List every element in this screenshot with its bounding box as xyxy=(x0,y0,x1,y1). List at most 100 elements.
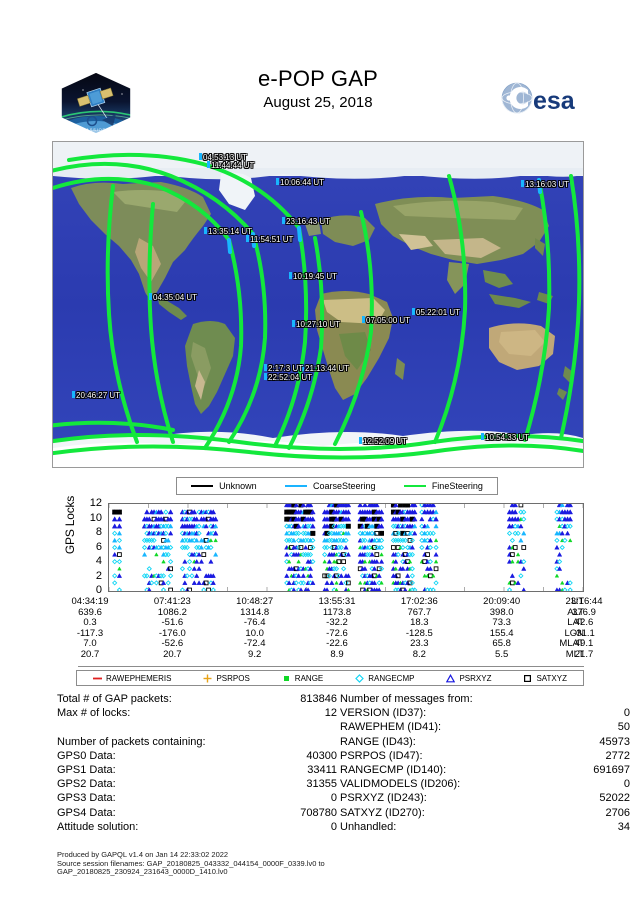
orbit-parameter-value: -176.0 xyxy=(158,627,186,639)
orbit-parameter-value: 07:41:23 xyxy=(153,596,191,607)
scatter-point-psrxyz xyxy=(411,509,418,515)
scatter-point-rangecmp xyxy=(116,559,123,565)
statistic-row: GPS4 Data: 708780 xyxy=(57,806,337,820)
scatter-point-rangecmp xyxy=(144,573,150,579)
scatter-point-psrxyz xyxy=(291,566,297,571)
orbit-parameter-value: 376.9 xyxy=(572,606,596,618)
orbit-parameter-value: 1086.2 xyxy=(157,606,187,618)
scatter-point-psrxyz xyxy=(343,544,349,550)
orbit-parameter-value: 20.7 xyxy=(163,648,182,660)
scatter-point-psrxyz xyxy=(208,558,214,564)
pass-marker-dot xyxy=(481,433,484,440)
scatter-point-psrxyz xyxy=(167,509,174,515)
scatter-point-psrxyz xyxy=(296,559,301,564)
scatter-point-range xyxy=(345,523,351,529)
message-legend-diamond-icon xyxy=(355,673,365,683)
scatter-point-psrxyz xyxy=(521,530,527,536)
orbit-parameter-value: 7.0 xyxy=(83,638,97,649)
scatter-point-psrxyz xyxy=(160,516,167,522)
scatter-point-rangecmp xyxy=(378,566,385,572)
message-legend-plus-icon xyxy=(203,674,212,683)
orbit-parameter-value: 21.7 xyxy=(574,648,594,660)
scatter-point-rangecmp xyxy=(427,544,434,551)
scatter-point-psrxyz xyxy=(154,552,159,557)
orbit-parameter-key: LAT xyxy=(567,617,584,628)
statistic-label: GPS1 Data: xyxy=(57,763,116,776)
scatter-point-psrxyz xyxy=(373,504,380,508)
scatter-point-psrxyz xyxy=(191,580,197,585)
scatter-point-psrxyz xyxy=(167,516,174,522)
scatter-point-psrxyz xyxy=(284,573,290,578)
orbit-parameter-value: 1314.8 xyxy=(240,606,270,618)
statistic-row: SATXYZ (ID270): 2706 xyxy=(340,806,630,820)
scatter-point-satxyz xyxy=(334,573,339,579)
statistic-label: VALIDMODELS (ID206): xyxy=(340,778,461,791)
scatter-point-psrxyz xyxy=(430,504,437,508)
scatter-point-psrxyz xyxy=(427,566,433,571)
scatter-point-rangecmp xyxy=(427,559,434,565)
page-title: e-POP GAP xyxy=(258,66,378,91)
scatter-point-psrxyz xyxy=(506,544,513,550)
scatter-point-rangecmp xyxy=(112,559,118,565)
statistic-row: VALIDMODELS (ID206): 0 xyxy=(340,777,630,791)
scatter-point-rangecmp xyxy=(409,537,415,544)
scatter-point-psrxyz xyxy=(379,552,384,557)
steering-legend-line-icon xyxy=(403,485,426,487)
statistic-row: RANGE (ID43): 45973 xyxy=(340,735,630,749)
scatter-point-range xyxy=(112,509,118,515)
scatter-point-psrxyz xyxy=(324,580,330,585)
orbit-parameter-value: 639.6 xyxy=(78,606,102,618)
scatter-point-rangecmp xyxy=(424,537,431,544)
scatter-point-psrxyz xyxy=(184,509,191,515)
scatter-point-psrxyz xyxy=(284,551,290,557)
orbit-parameter-value: -52.6 xyxy=(161,638,184,649)
scatter-point-psrxyz xyxy=(554,587,559,591)
scatter-point-rangecmp xyxy=(112,580,118,586)
scatter-point-psrxyz xyxy=(403,587,408,591)
scatter-point-psrxyz xyxy=(201,537,207,543)
gps-locks-tick-label: 2 xyxy=(95,569,102,582)
statistic-row: RAWEPHEM (ID41): 50 xyxy=(340,720,630,734)
scatter-point-psrxyz xyxy=(291,537,297,543)
message-legend-item: PSRXYZ xyxy=(446,673,491,683)
scatter-point-rangecmp xyxy=(189,573,195,579)
scatter-point-psrxyz xyxy=(191,566,197,571)
pass-marker-dot xyxy=(289,272,292,279)
scatter-point-rangecmp xyxy=(419,544,425,551)
message-legend-item: SATXYZ xyxy=(523,674,567,683)
scatter-point-psrxyz xyxy=(512,504,519,508)
scatter-point-rangecmp xyxy=(112,530,118,536)
scatter-point-rangecmp xyxy=(412,587,418,591)
scatter-point-rangecmp xyxy=(331,587,337,591)
scatter-point-satxyz xyxy=(372,545,377,550)
scatter-point-satxyz xyxy=(117,552,122,557)
statistic-label: SATXYZ (ID270): xyxy=(340,806,425,819)
scatter-point-rangecmp xyxy=(433,544,439,551)
scatter-point-psrxyz xyxy=(182,558,188,564)
statistic-label: VERSION (ID37): xyxy=(340,707,427,720)
statistic-spacer xyxy=(57,720,337,734)
message-legend-label: RAWEPHEMERIS xyxy=(105,673,172,683)
scatter-point-rangecmp xyxy=(196,530,202,536)
scatter-point-rangecmp xyxy=(184,544,190,551)
scatter-point-satxyz xyxy=(407,580,413,586)
scatter-point-psrxyz xyxy=(161,559,166,564)
scatter-point-rangecmp xyxy=(567,523,573,529)
scatter-point-psrxyz xyxy=(345,551,351,557)
pass-marker-dot xyxy=(204,227,207,234)
orbit-parameter-value: 0.3 xyxy=(83,617,97,628)
statistic-row: GPS3 Data: 0 xyxy=(57,791,337,805)
scatter-point-psrxyz xyxy=(378,509,385,515)
scatter-point-psrxyz xyxy=(362,559,368,564)
scatter-point-psrxyz xyxy=(307,504,314,508)
statistic-label: GPS0 Data: xyxy=(57,749,116,762)
scatter-point-psrxyz xyxy=(194,537,200,543)
scatter-point-psrxyz xyxy=(144,509,150,515)
scatter-point-psrxyz xyxy=(404,580,411,585)
orbit-parameter-value: -22.6 xyxy=(326,638,348,649)
scatter-point-psrxyz xyxy=(510,559,515,564)
scatter-point-psrxyz xyxy=(112,551,118,557)
statistic-row: PSRXYZ (ID243): 52022 xyxy=(340,791,630,805)
scatter-point-satxyz xyxy=(324,573,330,579)
scatter-point-psrxyz xyxy=(433,551,439,557)
